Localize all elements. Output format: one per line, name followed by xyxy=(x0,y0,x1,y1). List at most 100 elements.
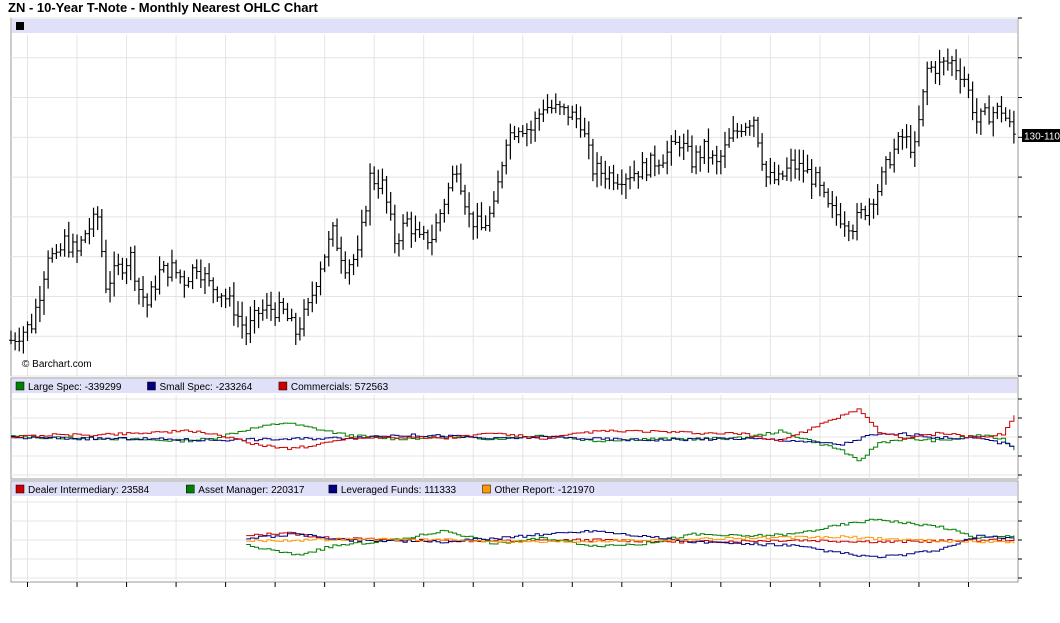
ohlc-bar xyxy=(248,306,253,344)
ohlc-bar xyxy=(504,139,509,175)
ohlc-bar xyxy=(652,145,657,177)
ohlc-bar xyxy=(698,145,703,172)
ohlc-bar xyxy=(141,276,146,308)
ohlc-bar xyxy=(17,327,22,352)
legend-bar-2 xyxy=(12,379,1017,393)
ohlc-bar xyxy=(574,104,579,129)
ohlc-bar xyxy=(318,261,323,296)
ohlc-bar xyxy=(302,299,307,337)
ohlc-bar xyxy=(516,127,521,144)
ohlc-bar xyxy=(656,159,661,175)
ohlc-bar xyxy=(161,260,166,273)
ohlc-bar xyxy=(879,166,884,196)
ohlc-bar xyxy=(648,152,653,178)
ohlc-bar xyxy=(190,264,195,290)
ohlc-bar xyxy=(91,207,96,237)
ohlc-bar xyxy=(157,256,162,295)
ohlc-bar xyxy=(888,151,893,169)
y-axis-labels xyxy=(1018,17,1022,579)
ohlc-bar xyxy=(335,218,340,252)
ohlc-bar xyxy=(413,215,418,242)
ohlc-bar xyxy=(500,161,505,189)
legend-entry: Other Report: -121970 xyxy=(495,485,595,496)
ohlc-bar xyxy=(636,171,641,189)
ohlc-bar xyxy=(755,116,760,148)
ohlc-bar xyxy=(632,160,637,182)
series-line xyxy=(246,530,1015,559)
ohlc-bar xyxy=(937,49,942,86)
ohlc-bar xyxy=(50,247,55,263)
ohlc-bar xyxy=(962,66,967,88)
ohlc-bar xyxy=(916,105,921,147)
ohlc-bar xyxy=(388,191,393,221)
ohlc-bar xyxy=(623,173,628,199)
ohlc-bar xyxy=(384,175,389,214)
ohlc-bar xyxy=(793,149,798,179)
ohlc-bar xyxy=(685,129,690,152)
ohlc-bar xyxy=(417,221,422,238)
legends: Large Spec: -339299 Small Spec: -233264 Co… xyxy=(15,22,595,496)
ohlc-bar xyxy=(883,156,888,185)
legend-entry: Large Spec: -339299 xyxy=(28,382,122,393)
ohlc-bar xyxy=(429,224,434,256)
watermark: © Barchart.com xyxy=(22,359,92,370)
ohlc-bar xyxy=(628,166,633,190)
ohlc-bar xyxy=(372,166,377,191)
ohlc-bar xyxy=(454,165,459,183)
ohlc-bar xyxy=(681,133,686,160)
ohlc-bar xyxy=(615,173,620,190)
ohlc-bar xyxy=(702,138,707,165)
ohlc-bar xyxy=(801,149,806,183)
ohlc-bar xyxy=(904,124,909,149)
ohlc-bar xyxy=(260,299,265,321)
ohlc-bar xyxy=(396,233,401,257)
ohlc-bar xyxy=(376,169,381,199)
ohlc-bar xyxy=(116,253,121,276)
ohlc-bar xyxy=(450,165,455,192)
ohlc-bar xyxy=(867,198,872,226)
ohlc-bar xyxy=(1007,109,1012,128)
ohlc-bar xyxy=(673,130,678,145)
ohlc-bar xyxy=(784,157,789,181)
ohlc-bar xyxy=(219,293,224,308)
ohlc-bar xyxy=(925,61,930,106)
ohlc-bar xyxy=(1003,107,1008,122)
ohlc-bar xyxy=(479,202,484,231)
ohlc-bar xyxy=(314,282,319,304)
ohlc-bar xyxy=(281,297,286,315)
ohlc-bar xyxy=(541,99,546,122)
ohlc-legend-swatch xyxy=(16,22,24,30)
ohlc-bar xyxy=(21,326,26,354)
ohlc-bar xyxy=(277,291,282,322)
legend-entry: Leveraged Funds: 111333 xyxy=(341,485,457,496)
ohlc-bar xyxy=(87,217,92,245)
ohlc-bar xyxy=(772,162,777,184)
ohlc-bar xyxy=(562,103,567,116)
ohlc-bar xyxy=(995,102,1000,120)
ohlc-bar xyxy=(987,95,992,125)
ohlc-bar xyxy=(269,291,274,321)
ohlc-bar xyxy=(855,203,860,241)
series-line xyxy=(246,535,1015,544)
ohlc-bar xyxy=(735,122,740,139)
ohlc-bar xyxy=(751,116,756,138)
legend-swatch xyxy=(147,381,156,391)
ohlc-bar xyxy=(359,209,364,258)
legend-bar-1 xyxy=(12,19,1017,33)
ohlc-bar xyxy=(66,221,71,258)
ohlc-bar xyxy=(438,209,443,232)
ohlc-bar xyxy=(182,270,187,298)
ohlc-bar xyxy=(933,61,938,84)
ohlc-bar xyxy=(607,166,612,190)
legend-swatch xyxy=(482,484,491,494)
ohlc-bar xyxy=(586,121,591,160)
ohlc-bar xyxy=(227,286,232,307)
legend-swatch xyxy=(328,484,338,494)
ohlc-bar xyxy=(54,244,59,260)
ohlc-bar xyxy=(409,211,414,248)
last-price-tag: 130-110 xyxy=(1022,129,1060,143)
ohlc-bar xyxy=(929,61,934,73)
ohlc-bar xyxy=(223,288,228,309)
ohlc-bar xyxy=(945,48,950,71)
ohlc-bar xyxy=(25,321,30,341)
